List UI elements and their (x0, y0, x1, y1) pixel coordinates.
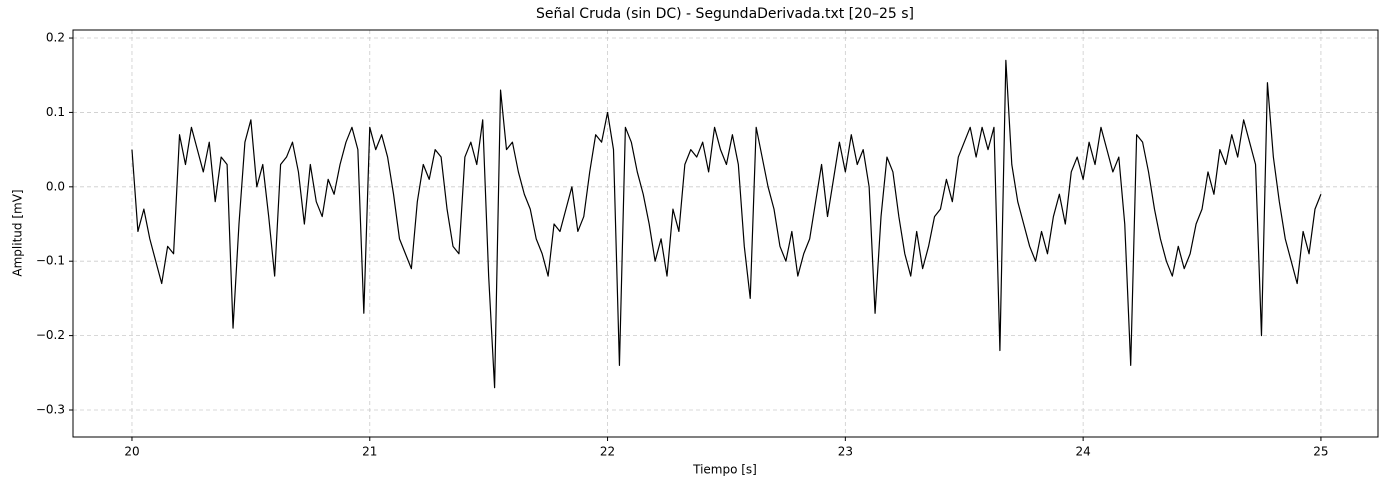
chart-title: Señal Cruda (sin DC) - SegundaDerivada.t… (536, 6, 914, 22)
x-axis-label: Tiempo [s] (692, 463, 757, 477)
y-tick-label: −0.1 (36, 254, 65, 268)
x-tick-label: 24 (1075, 445, 1090, 459)
x-tick-label: 20 (124, 445, 139, 459)
y-tick-label: 0.0 (46, 179, 65, 193)
y-tick-label: 0.1 (46, 105, 65, 119)
y-tick-label: −0.2 (36, 328, 65, 342)
plot-frame (72, 29, 1379, 438)
x-tick-label: 23 (838, 445, 853, 459)
y-axis-label: Amplitud [mV] (11, 189, 25, 276)
y-tick-label: −0.3 (36, 402, 65, 416)
y-tick-label: 0.2 (46, 31, 65, 45)
x-tick-label: 22 (600, 445, 615, 459)
signal-line (131, 59, 1322, 389)
x-tick-label: 25 (1313, 445, 1328, 459)
x-tick-label: 21 (362, 445, 377, 459)
